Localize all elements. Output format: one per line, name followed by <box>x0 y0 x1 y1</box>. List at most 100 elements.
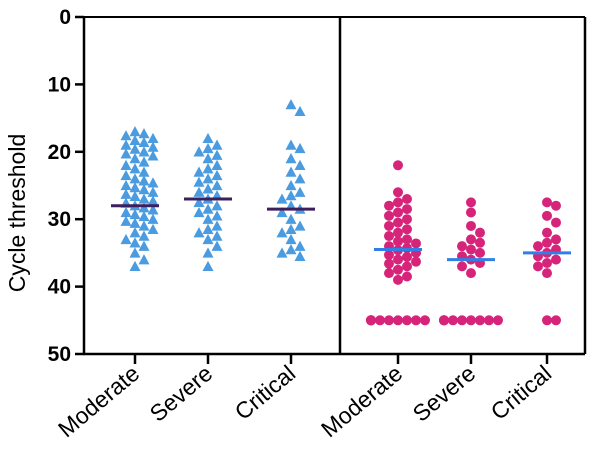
x-category-label: Critical <box>230 360 301 425</box>
data-point-circle <box>393 187 403 198</box>
data-point-triangle <box>138 220 150 231</box>
x-category-label: Severe <box>408 360 481 427</box>
data-point-circle <box>393 207 403 218</box>
data-point-circle <box>402 204 412 215</box>
data-point-triangle <box>285 213 297 224</box>
data-point-triangle <box>211 169 223 181</box>
data-point-circle <box>475 247 485 258</box>
data-point-triangle <box>202 173 214 184</box>
data-point-triangle <box>138 211 150 222</box>
data-point-triangle <box>129 173 141 184</box>
data-point-triangle <box>193 186 205 197</box>
data-point-circle <box>411 315 421 326</box>
data-point-triangle <box>276 247 288 258</box>
y-tick-label: 50 <box>48 343 71 366</box>
data-point-triangle <box>202 132 214 143</box>
data-point-triangle <box>147 223 159 234</box>
data-point-triangle <box>120 188 132 199</box>
data-point-triangle <box>147 141 159 152</box>
data-point-circle <box>402 261 412 272</box>
data-point-triangle <box>202 260 214 272</box>
y-tick-label: 20 <box>48 141 71 164</box>
data-point-circle <box>475 237 485 248</box>
data-point-circle <box>466 197 476 208</box>
data-point-triangle <box>285 139 297 150</box>
data-point-triangle <box>202 223 214 234</box>
data-point-circle <box>384 210 394 221</box>
data-point-triangle <box>276 206 288 218</box>
data-point-circle <box>457 315 467 326</box>
data-point-triangle <box>120 130 132 141</box>
data-point-circle <box>366 315 376 326</box>
data-point-triangle <box>129 134 141 146</box>
data-point-circle <box>384 249 394 260</box>
x-category-label: Moderate <box>53 360 144 442</box>
data-point-circle <box>393 197 403 208</box>
data-point-circle <box>393 227 403 238</box>
data-point-circle <box>420 315 430 326</box>
data-point-circle <box>393 274 403 285</box>
data-point-triangle <box>193 166 205 177</box>
data-point-triangle <box>138 128 150 139</box>
data-point-triangle <box>202 247 214 258</box>
median-lines <box>111 197 571 262</box>
data-point-circle <box>551 217 561 228</box>
data-point-circle <box>542 268 552 279</box>
data-point-triangle <box>294 220 306 231</box>
data-point-triangle <box>129 208 141 220</box>
data-point-triangle <box>294 173 306 184</box>
data-point-triangle <box>129 190 141 201</box>
data-point-triangle <box>294 186 306 197</box>
data-point-circle <box>542 210 552 221</box>
data-point-triangle <box>193 146 205 157</box>
data-point-triangle <box>193 176 205 187</box>
data-point-triangle <box>120 233 132 245</box>
data-point-circle <box>466 315 476 326</box>
data-point-triangle <box>138 254 150 265</box>
data-point-circle <box>393 264 403 275</box>
data-point-circle <box>457 261 467 272</box>
data-point-triangle <box>211 240 223 251</box>
data-point-triangle <box>211 220 223 231</box>
data-point-triangle <box>138 146 150 157</box>
data-point-triangle <box>138 136 150 148</box>
data-point-triangle <box>138 156 150 167</box>
y-tick-label: 0 <box>59 6 71 29</box>
data-point-triangle <box>202 233 214 245</box>
data-point-circle <box>533 241 543 252</box>
data-point-triangle <box>129 247 141 258</box>
data-point-triangle <box>193 196 205 208</box>
data-point-triangle <box>129 163 141 174</box>
data-point-circle <box>411 238 421 249</box>
data-point-triangle <box>285 153 297 164</box>
data-point-triangle <box>211 159 223 170</box>
data-point-triangle <box>202 213 214 224</box>
data-point-triangle <box>211 200 223 211</box>
data-point-triangle <box>211 230 223 241</box>
data-point-circle <box>466 220 476 231</box>
data-point-circle <box>475 315 485 326</box>
data-point-circle <box>393 160 403 171</box>
x-category-label: Severe <box>145 360 218 427</box>
data-point-circle <box>393 254 403 265</box>
data-point-triangle <box>120 159 132 170</box>
data-point-circle <box>384 315 394 326</box>
data-point-triangle <box>147 150 159 161</box>
data-point-triangle <box>285 180 297 191</box>
data-point-triangle <box>294 142 306 154</box>
data-point-circle <box>475 227 485 238</box>
data-point-triangle <box>147 186 159 197</box>
data-point-circle <box>457 241 467 252</box>
data-point-circle <box>551 200 561 211</box>
data-point-circle <box>542 237 552 248</box>
data-point-triangle <box>138 184 150 195</box>
data-point-triangle <box>193 227 205 238</box>
data-point-circle <box>466 234 476 245</box>
data-point-circle <box>493 315 503 326</box>
data-point-circle <box>393 236 403 247</box>
data-point-triangle <box>147 195 159 206</box>
data-point-triangle <box>285 233 297 245</box>
data-point-circle <box>402 193 412 204</box>
data-point-circle <box>542 315 552 326</box>
